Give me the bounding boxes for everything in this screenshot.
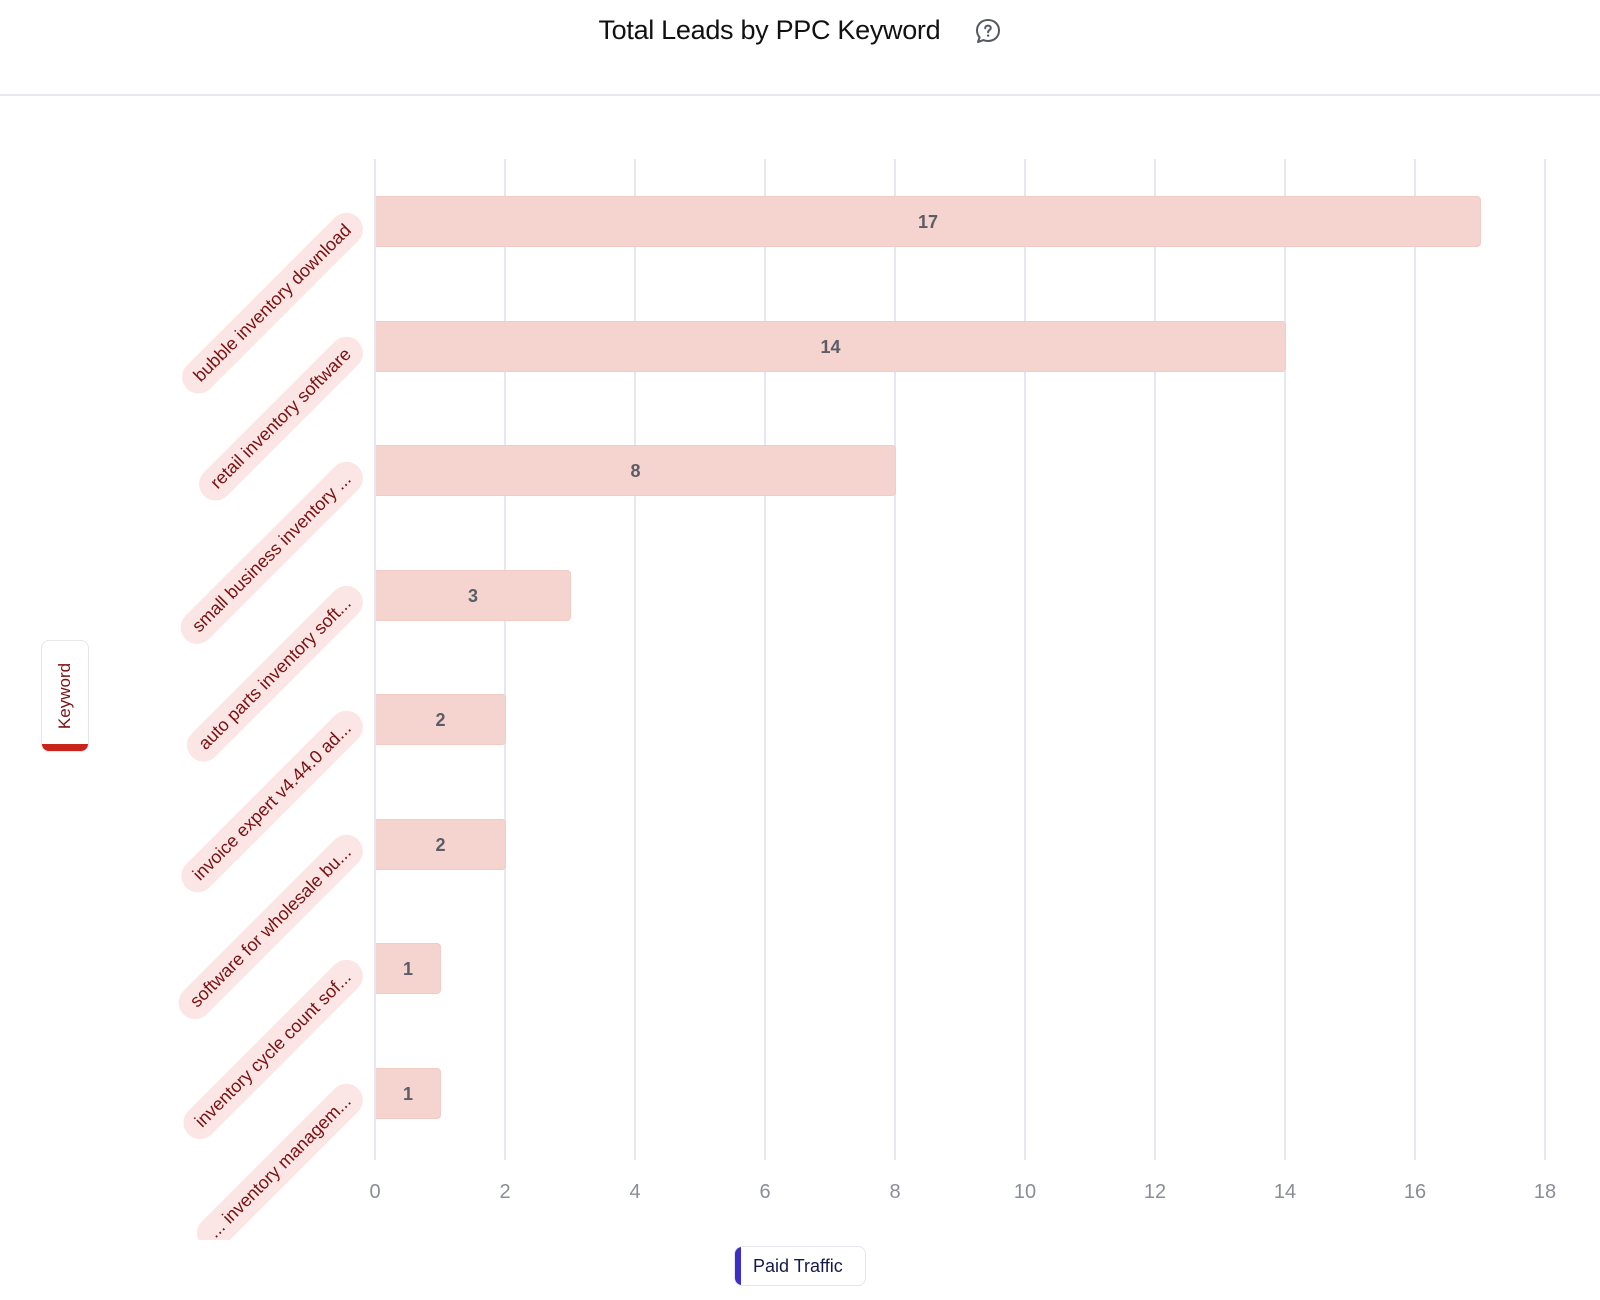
help-icon[interactable] bbox=[974, 17, 1002, 45]
plot-area: 17 14 8 3 2 2 1 1 bbox=[374, 159, 1546, 1160]
bar[interactable]: 17 bbox=[376, 196, 1481, 247]
x-tick-label: 10 bbox=[1013, 1181, 1037, 1203]
legend-label: Paid Traffic bbox=[753, 1256, 843, 1276]
bar-value-label: 14 bbox=[820, 336, 841, 357]
gridline bbox=[374, 159, 376, 1160]
chart-header: Total Leads by PPC Keyword bbox=[0, 0, 1600, 96]
bar-value-label: 8 bbox=[630, 461, 641, 481]
gridline bbox=[504, 159, 506, 1160]
gridline bbox=[1414, 159, 1416, 1160]
x-tick-label: 6 bbox=[759, 1181, 771, 1203]
gridline bbox=[894, 159, 896, 1160]
x-tick-label: 12 bbox=[1143, 1181, 1167, 1203]
gridline bbox=[1284, 159, 1286, 1160]
y-axis-label-pill[interactable]: Keyword bbox=[41, 640, 89, 752]
bar[interactable]: 3 bbox=[376, 569, 571, 621]
x-tick-label: 8 bbox=[889, 1181, 901, 1203]
bar[interactable]: 2 bbox=[376, 818, 506, 870]
legend-item-paid-traffic[interactable]: Paid Traffic bbox=[734, 1246, 866, 1286]
bar[interactable]: 2 bbox=[376, 694, 506, 745]
x-tick-label: 0 bbox=[369, 1181, 381, 1203]
chart-title-row: Total Leads by PPC Keyword bbox=[0, 14, 1600, 46]
gridline bbox=[1544, 159, 1546, 1160]
bar[interactable]: 1 bbox=[376, 943, 441, 994]
gridline bbox=[1024, 159, 1026, 1160]
gridline bbox=[1154, 159, 1156, 1160]
bar-value-label: 1 bbox=[402, 959, 413, 979]
bar[interactable]: 8 bbox=[376, 445, 896, 496]
bar[interactable]: 14 bbox=[376, 320, 1286, 372]
x-tick-label: 16 bbox=[1403, 1181, 1427, 1203]
bar-value-label: 3 bbox=[467, 585, 478, 606]
bar-value-label: 1 bbox=[402, 1083, 413, 1104]
chart-title: Total Leads by PPC Keyword bbox=[598, 15, 941, 46]
y-axis-label-accent bbox=[42, 744, 88, 751]
gridline bbox=[764, 159, 766, 1160]
category-labels: bubble inventory download retail inventor… bbox=[0, 0, 365, 1240]
x-tick-label: 4 bbox=[629, 1181, 641, 1203]
x-tick-label: 2 bbox=[499, 1181, 511, 1203]
x-tick-label: 18 bbox=[1533, 1181, 1557, 1203]
legend-swatch bbox=[735, 1247, 741, 1285]
bar[interactable]: 1 bbox=[376, 1067, 441, 1119]
bar-value-label: 2 bbox=[435, 710, 446, 730]
x-tick-label: 14 bbox=[1273, 1181, 1297, 1203]
bar-value-label: 17 bbox=[917, 212, 939, 232]
gridline bbox=[634, 159, 636, 1160]
bar-value-label: 2 bbox=[435, 834, 446, 855]
